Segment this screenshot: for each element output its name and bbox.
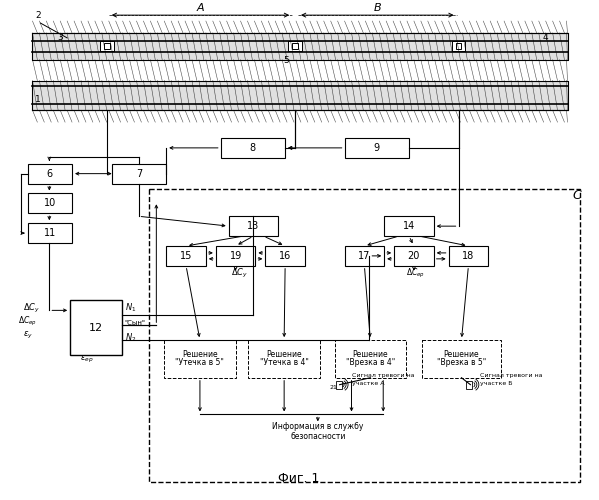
Text: Решение: Решение — [353, 350, 388, 360]
Bar — [216, 246, 255, 266]
Text: Информация в службу: Информация в службу — [272, 422, 364, 432]
Text: участке Б: участке Б — [480, 380, 513, 386]
Text: 5: 5 — [283, 56, 289, 64]
Text: $\Delta C_y$: $\Delta C_y$ — [23, 302, 40, 315]
Bar — [452, 41, 465, 51]
Bar — [104, 43, 110, 49]
Text: 10: 10 — [44, 198, 56, 208]
Bar — [288, 41, 302, 51]
Text: Сигнал тревоги на: Сигнал тревоги на — [352, 372, 414, 378]
Text: $\Delta C_{ep}$: $\Delta C_{ep}$ — [17, 314, 37, 328]
Bar — [229, 216, 278, 236]
Bar — [344, 138, 409, 158]
Text: $\varepsilon_{ep}$: $\varepsilon_{ep}$ — [80, 354, 93, 366]
Text: 4: 4 — [543, 33, 548, 42]
Text: "Врезка в 4": "Врезка в 4" — [346, 358, 395, 368]
Text: 18: 18 — [462, 251, 474, 261]
Text: участке А: участке А — [352, 380, 384, 386]
Text: Решение: Решение — [267, 350, 302, 360]
Bar — [265, 246, 305, 266]
Bar — [28, 223, 72, 243]
Text: 19: 19 — [229, 251, 242, 261]
Bar — [100, 41, 114, 51]
Text: 1: 1 — [35, 96, 40, 104]
Bar — [384, 216, 434, 236]
Text: Фиг. 1: Фиг. 1 — [279, 472, 320, 486]
Text: 15: 15 — [180, 251, 192, 261]
Bar — [221, 138, 285, 158]
Text: 2: 2 — [35, 11, 41, 20]
Text: 21: 21 — [329, 384, 338, 390]
Bar — [167, 246, 206, 266]
Bar — [32, 80, 567, 110]
Bar — [394, 246, 434, 266]
Text: Решение: Решение — [444, 350, 479, 360]
Bar — [28, 164, 72, 184]
Bar — [164, 340, 235, 378]
Text: "Сын": "Сын" — [125, 320, 146, 326]
Text: безопасности: безопасности — [290, 432, 346, 441]
Bar — [32, 33, 567, 60]
Text: 12: 12 — [89, 322, 103, 332]
Bar — [70, 300, 122, 355]
Bar — [249, 340, 320, 378]
Text: 7: 7 — [136, 168, 142, 178]
Bar — [335, 380, 341, 388]
Bar — [149, 190, 580, 482]
Text: 13: 13 — [247, 221, 259, 231]
Text: 16: 16 — [279, 251, 291, 261]
Text: $\Delta C_{ep}$: $\Delta C_{ep}$ — [406, 267, 425, 280]
Text: 3: 3 — [58, 33, 63, 42]
Text: $\Delta C_y$: $\Delta C_y$ — [231, 267, 248, 280]
Bar — [422, 340, 501, 378]
Text: "Утечка в 4": "Утечка в 4" — [260, 358, 308, 368]
Text: 20: 20 — [408, 251, 420, 261]
Bar — [344, 246, 384, 266]
Bar — [335, 340, 406, 378]
Bar — [28, 194, 72, 214]
Text: $N_1$: $N_1$ — [125, 302, 136, 314]
Text: C: C — [573, 190, 581, 202]
Bar — [292, 43, 298, 49]
Text: 6: 6 — [47, 168, 53, 178]
Text: 9: 9 — [374, 143, 380, 153]
Text: "Утечка в 5": "Утечка в 5" — [176, 358, 225, 368]
Text: Сигнал тревоги на: Сигнал тревоги на — [480, 372, 543, 378]
Bar — [467, 380, 473, 388]
Text: 17: 17 — [358, 251, 371, 261]
Text: 11: 11 — [44, 228, 56, 238]
Text: $\varepsilon_y$: $\varepsilon_y$ — [23, 330, 33, 340]
Text: B: B — [373, 3, 381, 13]
Text: $N_2$: $N_2$ — [125, 331, 136, 344]
Bar — [449, 246, 488, 266]
Bar — [456, 43, 461, 49]
Bar — [112, 164, 167, 184]
Text: 8: 8 — [250, 143, 256, 153]
Text: "Врезка в 5": "Врезка в 5" — [437, 358, 486, 368]
Text: Решение: Решение — [182, 350, 218, 360]
Text: 14: 14 — [403, 221, 415, 231]
Text: A: A — [196, 3, 204, 13]
